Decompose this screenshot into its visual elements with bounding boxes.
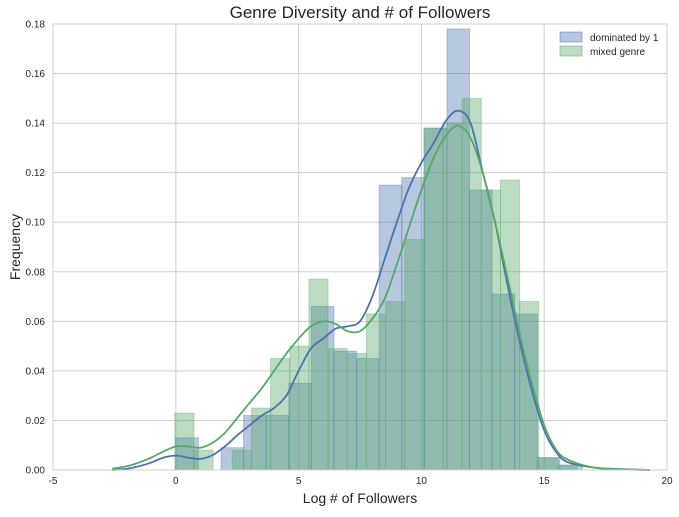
legend: dominated by 1 mixed genre [559, 31, 659, 58]
y-axis-label: Frequency [7, 214, 23, 280]
bar-series-2-bin-19 [538, 457, 559, 471]
y-tick-label-2: 0.04 [26, 366, 46, 377]
x-axis-label: Log # of Followers [303, 490, 417, 506]
plot-frame [52, 23, 668, 471]
bar-series-2-bin-11 [385, 301, 406, 471]
bar-series-2-bin-10 [365, 313, 387, 471]
plot-background [53, 24, 667, 470]
y-tick-label-3: 0.06 [26, 317, 46, 328]
ticks-layer: -5 0 5 10 15 20 0.00 0.02 0.04 0.06 0.08 0.10 0.12 0.… [26, 20, 673, 488]
x-tick-label-3: 10 [416, 476, 428, 487]
y-tick-label-9: 0.18 [26, 20, 46, 31]
y-tick-label-8: 0.16 [26, 69, 46, 80]
x-tick-label-1: 0 [173, 476, 179, 487]
bar-series-2-bin-20 [557, 464, 578, 471]
bar-series-2-bin-9 [346, 353, 367, 471]
kde-line-series-1 [111, 109, 650, 471]
bar-series-2-bin-5 [270, 358, 291, 471]
x-tick-label-2: 5 [296, 476, 302, 487]
y-tick-label-6: 0.12 [26, 168, 46, 179]
x-tick-label-0: -5 [49, 476, 58, 487]
bar-series-2-bin-12 [404, 239, 425, 471]
bar-series-2-bin-13 [423, 127, 444, 471]
x-tick-label-4: 15 [539, 476, 551, 487]
bar-series-2-bin-6 [289, 345, 310, 471]
bar-series-2-bin-0 [174, 412, 195, 471]
bar-series-2-bin-1 [193, 449, 214, 471]
y-tick-label-7: 0.14 [26, 119, 46, 130]
chart-title: Genre Diversity and # of Followers [230, 3, 491, 22]
legend-swatch-series-1 [559, 31, 583, 43]
kde-line-series-2 [111, 124, 650, 471]
x-tick-label-5: 20 [661, 476, 673, 487]
legend-swatch-series-2 [559, 45, 583, 57]
kde-layer [111, 109, 650, 471]
y-tick-label-5: 0.10 [26, 218, 46, 229]
bar-series-2-bin-8 [327, 348, 348, 471]
bar-series-2-bin-14 [442, 122, 463, 471]
y-tick-label-4: 0.08 [26, 267, 46, 278]
y-tick-label-1: 0.02 [26, 416, 46, 427]
legend-label-series-2: mixed genre [590, 47, 645, 58]
bar-series-2-bin-18 [519, 301, 540, 471]
y-tick-label-0: 0.00 [26, 466, 46, 477]
legend-label-series-1: dominated by 1 [590, 33, 659, 44]
bar-series-2-bin-3 [231, 449, 252, 471]
bar-series-2-bin-4 [250, 407, 272, 471]
bar-series-2-bin-7 [308, 278, 329, 471]
